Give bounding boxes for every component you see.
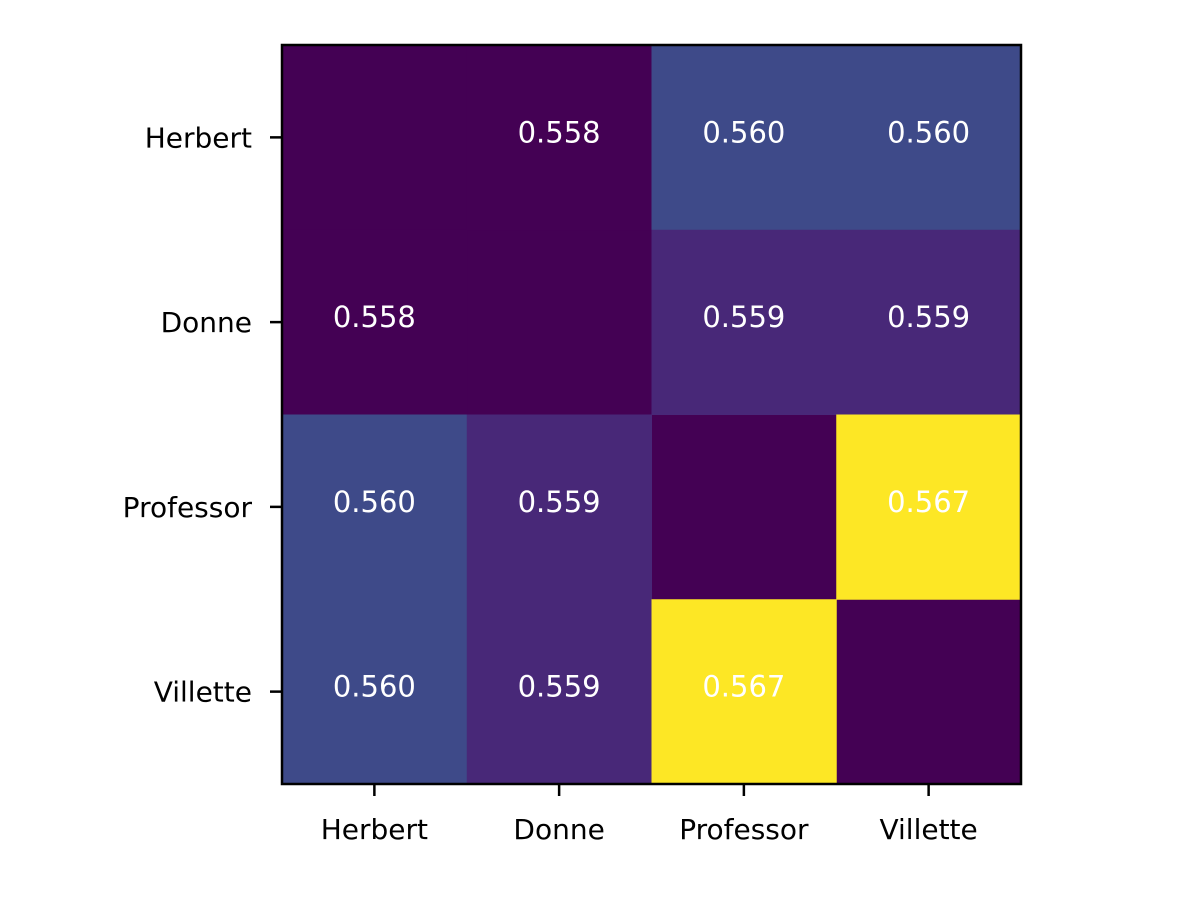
- cell-label: 0.560: [333, 670, 416, 704]
- y-tick-label: Herbert: [145, 121, 252, 154]
- cell-label: 0.560: [702, 115, 785, 149]
- cell-label: 0.567: [702, 670, 785, 704]
- cell: [836, 229, 1022, 415]
- cell-label: 0.559: [518, 485, 601, 519]
- cell-label: 0.560: [333, 485, 416, 519]
- cell: [836, 45, 1022, 231]
- y-tick-label: Villette: [154, 676, 252, 709]
- cell: [836, 414, 1022, 600]
- cell-label: 0.559: [887, 300, 970, 334]
- x-tick-label: Villette: [879, 813, 977, 846]
- y-tick-label: Professor: [123, 491, 253, 524]
- x-tick-label: Professor: [679, 813, 809, 846]
- cell: [466, 599, 652, 785]
- cell: [466, 45, 652, 231]
- cell: [282, 414, 468, 600]
- cell: [651, 45, 837, 231]
- cell-label: 0.558: [333, 300, 416, 334]
- cell: [282, 229, 468, 415]
- cell: [282, 599, 468, 785]
- plot-frame: [280, 43, 1023, 786]
- cell-label: 0.560: [887, 115, 970, 149]
- cell-label: 0.559: [702, 300, 785, 334]
- x-tick-label: Donne: [513, 813, 604, 846]
- cell-label: 0.559: [518, 670, 601, 704]
- cell-label: 0.558: [518, 115, 601, 149]
- cell-label: 0.567: [887, 485, 970, 519]
- cell: [651, 599, 837, 785]
- x-tick-label: Herbert: [321, 813, 428, 846]
- y-tick-label: Donne: [161, 306, 252, 339]
- cell: [466, 414, 652, 600]
- cell: [651, 229, 837, 415]
